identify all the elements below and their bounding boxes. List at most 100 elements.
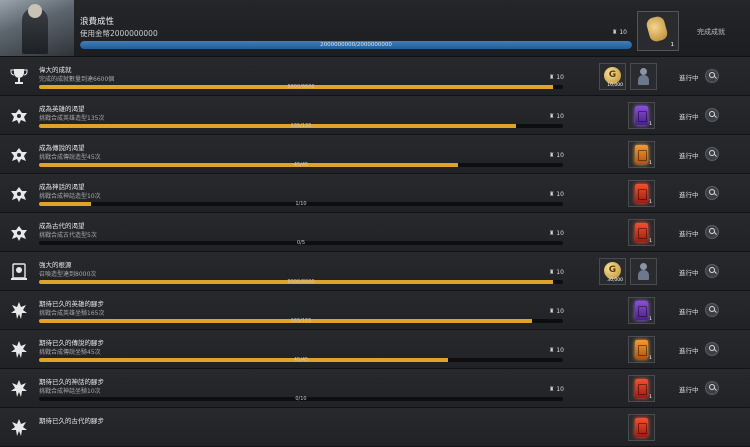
trophy-icon: ♜ — [549, 386, 557, 393]
reward-slot[interactable] — [630, 63, 657, 90]
trophy-icon: ♜ — [549, 191, 557, 198]
achievement-status: 進行中 — [679, 386, 699, 394]
achievement-title: 期待已久的傳說的腳步 — [39, 339, 104, 347]
achievement-progress-text: 1/10 — [295, 201, 307, 207]
achievement-points: ♜ 10 — [549, 347, 564, 354]
reward-slot[interactable]: G 10,000 — [599, 63, 626, 90]
red-card-icon — [635, 418, 648, 437]
winged-class-icon — [8, 222, 30, 244]
achievement-points: ♜ 10 — [549, 269, 564, 276]
magnifier-icon[interactable] — [705, 69, 719, 83]
mount-class-icon — [8, 300, 30, 322]
reward-slot[interactable]: 1 — [628, 102, 655, 129]
magnifier-icon[interactable] — [705, 225, 719, 239]
purple-card-icon — [635, 106, 648, 125]
reward-slot[interactable] — [628, 414, 655, 441]
achievement-progress-bar — [39, 163, 563, 167]
reward-count: 1 — [649, 200, 652, 205]
header-reward-count: 1 — [670, 42, 675, 48]
header-progress-fill — [80, 41, 632, 49]
trophy-icon: ♜ — [549, 152, 557, 159]
magnifier-icon[interactable] — [705, 186, 719, 200]
reward-slot[interactable]: G 30,000 — [599, 258, 626, 285]
magnifier-icon[interactable] — [705, 342, 719, 356]
achievement-progress-fill — [39, 202, 92, 206]
achievement-points-value: 10 — [556, 113, 564, 120]
winged-class-icon — [8, 105, 30, 127]
achievement-points: ♜ 10 — [549, 386, 564, 393]
achievement-description: 完成的成就數量到達6600個 — [39, 76, 115, 83]
reward-slot[interactable]: 1 — [628, 375, 655, 402]
trophy-icon: ♜ — [549, 347, 557, 354]
achievement-status: 進行中 — [679, 191, 699, 199]
reward-count: 1 — [649, 356, 652, 361]
orange-card-icon — [635, 145, 648, 164]
gold-coin-icon: G — [604, 262, 621, 279]
achievement-description: 挑戰合成神話造型10次 — [39, 193, 101, 200]
achievement-header: 浪費成性 使用金幣2000000000 2000000000/200000000… — [0, 0, 750, 57]
red-card-icon — [635, 379, 648, 398]
reward-slot[interactable]: 1 — [628, 141, 655, 168]
achievement-row: 期待已久的古代的腳步 — [0, 408, 750, 447]
gold-coin-icon: G — [604, 67, 621, 84]
achievement-status: 進行中 — [679, 74, 699, 82]
magnifier-icon[interactable] — [705, 108, 719, 122]
achievement-title: 偉大的成就 — [39, 66, 72, 74]
achievement-title: 期待已久的神話的腳步 — [39, 378, 104, 386]
achievement-points-value: 10 — [556, 191, 564, 198]
magnifier-icon[interactable] — [705, 381, 719, 395]
achievement-row: 偉大的成就 完成的成就數量到達6600個 ♜ 10 6600/6600 G 10,000 進… — [0, 57, 750, 96]
achievement-progress-text: 45/45 — [293, 162, 309, 168]
achievement-progress-fill — [39, 85, 553, 89]
achievement-progress-text: 0/5 — [296, 240, 306, 246]
achievement-progress-text: 45/45 — [293, 357, 309, 363]
achievement-title: 成為古代的渴望 — [39, 222, 85, 230]
person-icon — [638, 263, 649, 280]
reward-slot[interactable]: 1 — [628, 180, 655, 207]
trophy-icon: ♜ — [549, 269, 557, 276]
achievement-points: ♜ 10 — [549, 308, 564, 315]
magnifier-icon[interactable] — [705, 264, 719, 278]
achievement-points-value: 10 — [556, 74, 564, 81]
trophy-icon: ♜ — [549, 113, 557, 120]
reward-count: 1 — [649, 395, 652, 400]
achievement-title: 成為英雄的渴望 — [39, 105, 85, 113]
trophy-icon — [8, 66, 30, 88]
magnifier-icon[interactable] — [705, 147, 719, 161]
achievement-points-value: 10 — [556, 308, 564, 315]
reward-count: 10,000 — [607, 83, 623, 88]
purple-card-icon — [635, 301, 648, 320]
mount-class-icon — [8, 339, 30, 361]
summon-icon — [8, 261, 30, 283]
reward-slot[interactable]: 1 — [628, 297, 655, 324]
achievement-panel: 浪費成性 使用金幣2000000000 2000000000/200000000… — [0, 0, 750, 431]
trophy-icon: ♜ — [549, 308, 557, 315]
header-reward-slot[interactable]: 1 — [637, 11, 679, 51]
reward-slot[interactable]: 1 — [628, 336, 655, 363]
achievement-title: 強大的根源 — [39, 261, 72, 269]
reward-slot[interactable]: 1 — [628, 219, 655, 246]
achievement-progress-bar — [39, 280, 563, 284]
achievement-status: 進行中 — [679, 230, 699, 238]
mount-class-icon — [8, 417, 30, 439]
reward-count: 1 — [649, 122, 652, 127]
achievement-status: 進行中 — [679, 308, 699, 316]
achievement-status: 進行中 — [679, 269, 699, 277]
header-title: 浪費成性 — [80, 17, 115, 27]
achievement-row: 期待已久的英雄的腳步 挑戰合成英雄坐騎165次 ♜ 10 165/165 1 進行中 — [0, 291, 750, 330]
achievement-progress-fill — [39, 280, 553, 284]
achievement-row: 期待已久的神話的腳步 挑戰合成神話坐騎10次 ♜ 10 0/10 1 進行中 — [0, 369, 750, 408]
achievement-points-value: 10 — [556, 230, 564, 237]
achievement-row: 成為英雄的渴望 挑戰合成英雄造型135次 ♜ 10 135/135 1 進行中 — [0, 96, 750, 135]
achievement-progress-fill — [39, 319, 532, 323]
achievement-description: 召喚造型達到8000次 — [39, 271, 97, 278]
achievement-points: ♜ 10 — [549, 191, 564, 198]
reward-slot[interactable] — [630, 258, 657, 285]
achievement-description: 挑戰合成傳說造型45次 — [39, 154, 101, 161]
achievement-progress-bar — [39, 319, 563, 323]
achievement-row: 強大的根源 召喚造型達到8000次 ♜ 10 8000/8000 G 30,000 進行中 — [0, 252, 750, 291]
header-progress-text: 2000000000/2000000000 — [320, 42, 392, 48]
achievement-points-value: 10 — [556, 152, 564, 159]
magnifier-icon[interactable] — [705, 303, 719, 317]
achievement-row: 期待已久的傳說的腳步 挑戰合成傳說坐騎45次 ♜ 10 45/45 1 進行中 — [0, 330, 750, 369]
